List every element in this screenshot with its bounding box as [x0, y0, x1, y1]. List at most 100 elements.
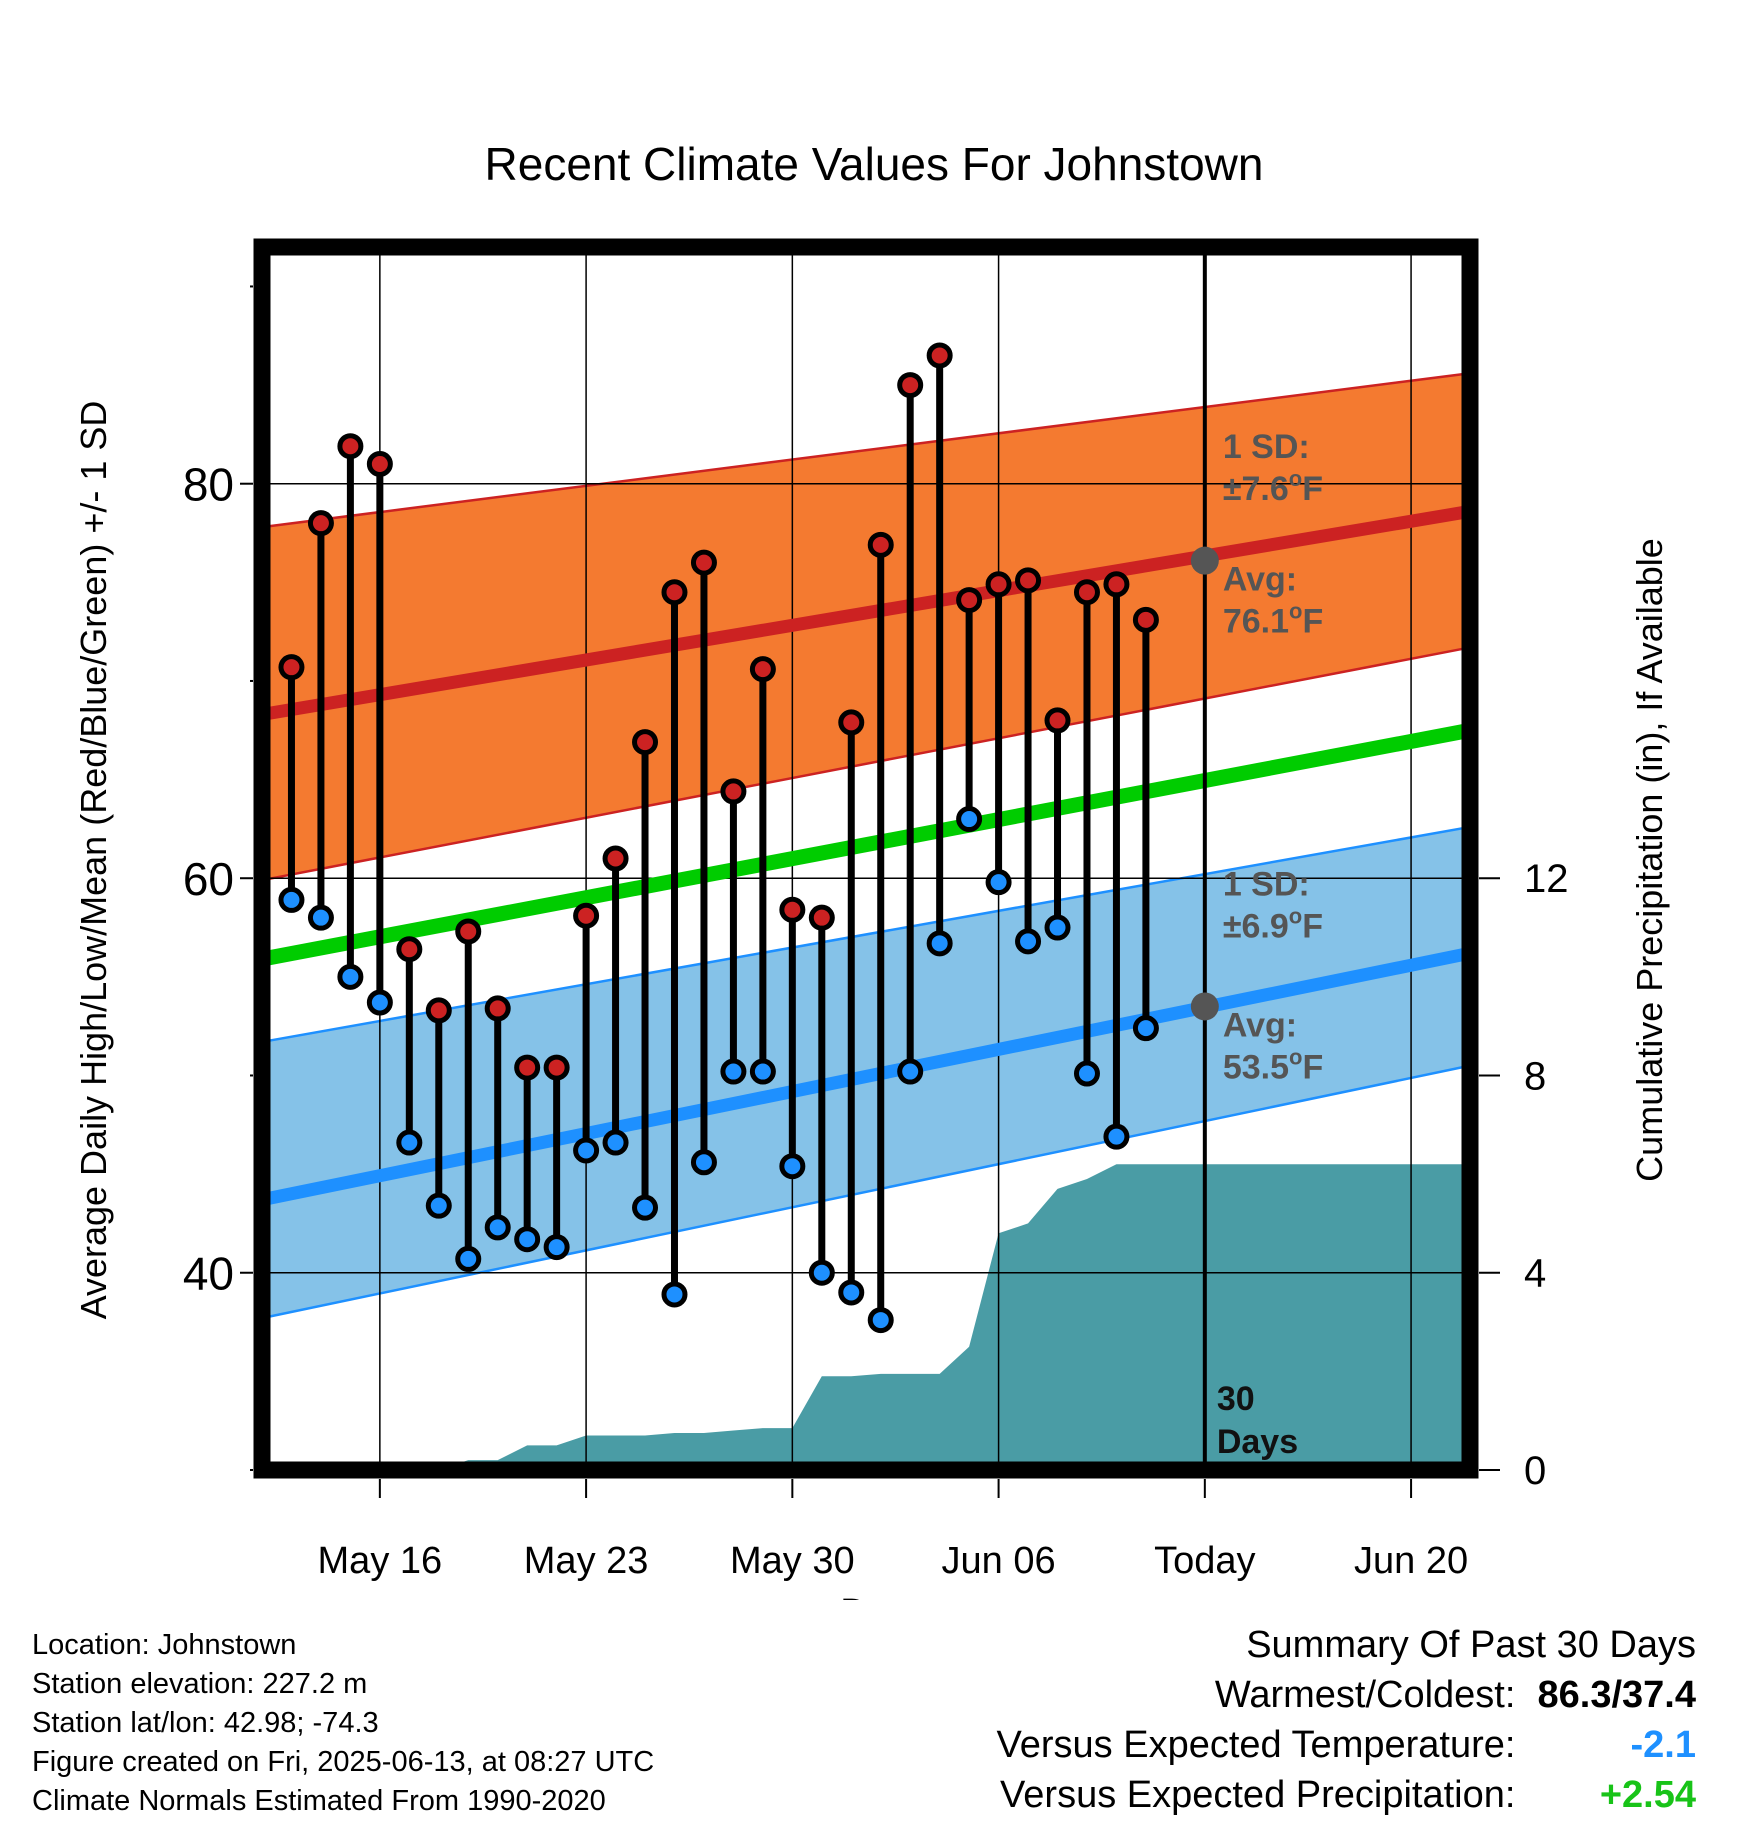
high-sd-band: [262, 373, 1470, 881]
precip-area: [262, 1164, 1470, 1470]
daily-low-point: [956, 806, 983, 833]
daily-low-point: [897, 1058, 924, 1085]
y-axis-label: Average Daily High/Low/Mean (Red/Blue/Gr…: [73, 401, 114, 1320]
temp-label: Versus Expected Temperature:: [996, 1724, 1516, 1766]
daily-low-point: [661, 1281, 688, 1308]
daily-high-point: [514, 1054, 541, 1081]
summary-warmest: Warmest/Coldest: 86.3/37.4: [997, 1670, 1696, 1720]
daily-high-point: [455, 918, 482, 945]
chart-title: Recent Climate Values For Johnstown: [485, 138, 1264, 190]
daily-high-point: [396, 936, 423, 963]
warmest-value: 86.3/37.4: [1537, 1674, 1696, 1716]
low-sd-annotation-value: ±6.9oF: [1223, 904, 1323, 946]
daily-high-point: [1044, 707, 1071, 734]
x-tick-label: May 16: [318, 1540, 443, 1582]
climate-chart: Recent Climate Values For Johnstown 1 SD…: [73, 138, 1670, 1600]
temp-value: -2.1: [1630, 1724, 1696, 1766]
daily-high-point: [690, 549, 717, 576]
daily-high-point: [661, 579, 688, 606]
daily-low-point: [808, 1259, 835, 1286]
x-axis-label: Day: [840, 1592, 908, 1600]
low-avg-annotation-line1: Avg:: [1223, 1006, 1297, 1044]
normals-text: Climate Normals Estimated From 1990-2020: [32, 1785, 606, 1817]
low-sd-annotation-line1: 1 SD:: [1223, 866, 1310, 904]
daily-low-point: [1015, 928, 1042, 955]
daily-high-point: [867, 531, 894, 558]
daily-high-point: [808, 904, 835, 931]
daily-low-point: [985, 869, 1012, 896]
y2-tick-label: 12: [1524, 857, 1569, 901]
daily-low-point: [749, 1058, 776, 1085]
location-text: Location: Johnstown: [32, 1629, 297, 1661]
daily-low-point: [779, 1153, 806, 1180]
summary-temp: Versus Expected Temperature: -2.1: [997, 1720, 1696, 1770]
daily-high-point: [425, 997, 452, 1024]
daily-low-point: [366, 989, 393, 1016]
daily-high-point: [484, 995, 511, 1022]
daily-high-point: [838, 709, 865, 736]
x-tick-label: May 23: [524, 1540, 649, 1582]
daily-high-point: [1103, 571, 1130, 598]
daily-high-point: [749, 656, 776, 683]
precip-label: Versus Expected Precipitation:: [1000, 1774, 1516, 1816]
plot-frame: [253, 238, 1479, 1479]
created-text: Figure created on Fri, 2025-06-13, at 08…: [32, 1746, 655, 1778]
low-avg-annotation-value: 53.5oF: [1223, 1044, 1323, 1086]
high-lower-line: [261, 646, 1471, 882]
daily-low-point: [307, 904, 334, 931]
y-tick-label: 40: [183, 1248, 234, 1300]
daily-low-point: [573, 1137, 600, 1164]
station-info: Location: Johnstown Station elevation: 2…: [32, 1626, 654, 1821]
latlon-text: Station lat/lon: 42.98; -74.3: [32, 1707, 379, 1739]
daily-high-point: [632, 729, 659, 756]
daily-low-point: [484, 1214, 511, 1241]
daily-low-point: [632, 1194, 659, 1221]
daily-low-point: [1073, 1060, 1100, 1087]
daily-low-point: [425, 1192, 452, 1219]
x-tick-label: May 30: [730, 1540, 855, 1582]
daily-high-point: [278, 654, 305, 681]
daily-low-point: [455, 1245, 482, 1272]
daily-high-point: [366, 450, 393, 477]
daily-low-point: [337, 963, 364, 990]
low-lower-line: [261, 1064, 1471, 1320]
low-avg-line: [260, 946, 1472, 1207]
y2-tick-label: 8: [1524, 1054, 1546, 1098]
daily-low-point: [1103, 1123, 1130, 1150]
daily-high-point: [1073, 579, 1100, 606]
x-tick-label: Jun 06: [942, 1540, 1056, 1582]
y-tick-label: 80: [183, 459, 234, 511]
daily-low-point: [926, 930, 953, 957]
high-sd-annotation-line1: 1 SD:: [1223, 428, 1310, 466]
daily-high-point: [573, 902, 600, 929]
daily-low-point: [278, 886, 305, 913]
high-avg-annotation-value: 76.1oF: [1223, 599, 1323, 641]
warmest-label: Warmest/Coldest:: [1214, 1674, 1516, 1716]
window-label-line1: 30: [1217, 1380, 1255, 1418]
today-low-marker: [1190, 992, 1219, 1021]
summary-precip: Versus Expected Precipitation: +2.54: [997, 1770, 1696, 1820]
daily-high-point: [985, 571, 1012, 598]
daily-high-point: [602, 845, 629, 872]
y2-tick-label: 4: [1524, 1252, 1546, 1296]
daily-high-point: [926, 342, 953, 369]
today-high-marker: [1190, 546, 1219, 575]
precip-value: +2.54: [1599, 1774, 1696, 1816]
daily-low-point: [690, 1149, 717, 1176]
daily-low-point: [543, 1234, 570, 1261]
daily-low-point: [1132, 1015, 1159, 1042]
y2-axis-label: Cumulative Precipitation (in), If Availa…: [1629, 538, 1670, 1182]
daily-low-point: [602, 1129, 629, 1156]
daily-high-point: [779, 896, 806, 923]
daily-high-point: [1015, 567, 1042, 594]
daily-high-point: [307, 510, 334, 537]
high-avg-annotation-line1: Avg:: [1223, 561, 1297, 599]
low-upper-line: [261, 825, 1471, 1044]
summary-panel: Summary Of Past 30 Days Warmest/Coldest:…: [997, 1620, 1696, 1820]
high-sd-annotation-value: ±7.6oF: [1223, 466, 1323, 508]
x-tick-label: Today: [1154, 1540, 1255, 1582]
summary-title: Summary Of Past 30 Days: [1246, 1624, 1696, 1666]
high-upper-line: [261, 372, 1471, 529]
window-label-line2: Days: [1217, 1423, 1298, 1461]
daily-low-point: [838, 1279, 865, 1306]
